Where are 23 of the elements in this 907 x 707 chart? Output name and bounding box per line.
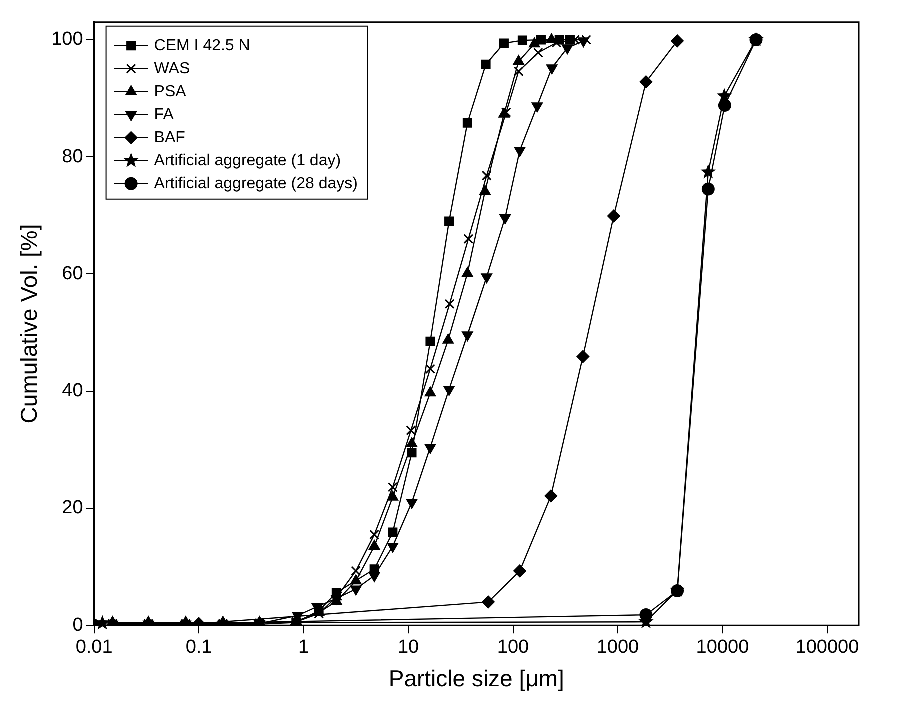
y-tick-label: 100 [52, 29, 84, 50]
y-tick-label: 80 [62, 146, 84, 168]
x-tick-label: 100 [497, 637, 530, 658]
legend-label: Artificial aggregate (28 days) [154, 175, 358, 192]
x-tick-label: 0.01 [76, 637, 113, 658]
legend-label: Artificial aggregate (1 day) [154, 152, 342, 170]
y-tick-label: 20 [62, 498, 84, 519]
x-axis-title: Particle size [μm] [388, 666, 564, 692]
y-tick-label: 60 [62, 263, 84, 284]
legend-label: FA [154, 106, 174, 124]
y-axis-title: Cumulative Vol. [%] [16, 224, 42, 424]
x-tick-label: 1000 [596, 637, 640, 658]
x-tick-label: 10 [398, 637, 420, 658]
x-tick-label: 0.1 [186, 637, 212, 658]
legend-label: WAS [154, 60, 190, 78]
y-tick-label: 40 [62, 380, 84, 402]
y-tick-label: 0 [72, 614, 84, 636]
x-tick-label: 1 [298, 637, 310, 658]
x-tick-label: 10000 [696, 637, 750, 658]
legend-label: BAF [154, 129, 186, 146]
legend-label: PSA [154, 83, 187, 100]
x-tick-label: 100000 [796, 637, 860, 658]
legend-label: CEM I 42.5 N [154, 37, 250, 54]
